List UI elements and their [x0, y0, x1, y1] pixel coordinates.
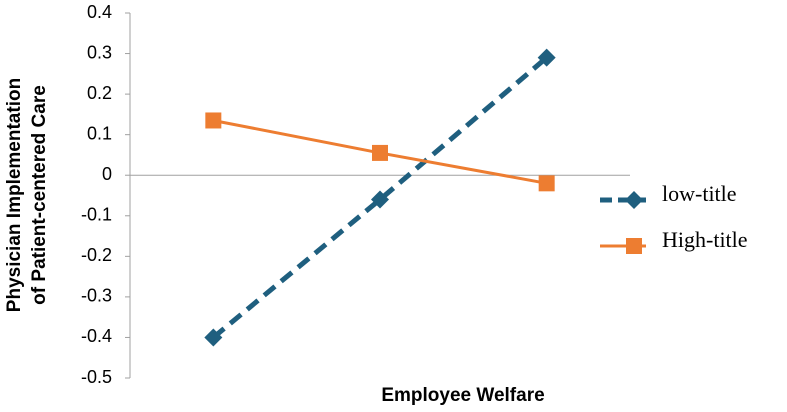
y-tick-label: 0.1	[87, 123, 112, 143]
data-point	[204, 328, 223, 347]
legend-marker	[625, 191, 643, 209]
legend-label: low-title	[662, 181, 737, 206]
data-point	[537, 48, 556, 67]
y-tick-label: -0.2	[81, 245, 112, 265]
y-axis-title: of Patient-centered Care	[29, 85, 50, 305]
y-tick-label: -0.1	[81, 205, 112, 225]
y-tick-label: -0.3	[81, 286, 112, 306]
y-tick-label: 0.3	[87, 42, 112, 62]
data-point	[538, 175, 555, 192]
y-tick-label: -0.4	[81, 326, 112, 346]
y-tick-label: 0	[102, 164, 112, 184]
data-point	[371, 190, 389, 209]
legend-label: High-title	[662, 227, 748, 252]
x-axis-title: Employee Welfare	[381, 385, 544, 406]
y-axis-title: Physician Implementation	[4, 78, 25, 312]
series-line	[211, 55, 549, 340]
legend-marker	[626, 238, 642, 254]
y-tick-label: 0.2	[87, 83, 112, 103]
data-point	[372, 144, 388, 161]
data-point	[205, 112, 222, 129]
y-tick-label: 0.4	[87, 2, 112, 22]
y-tick-label: -0.5	[81, 367, 112, 387]
